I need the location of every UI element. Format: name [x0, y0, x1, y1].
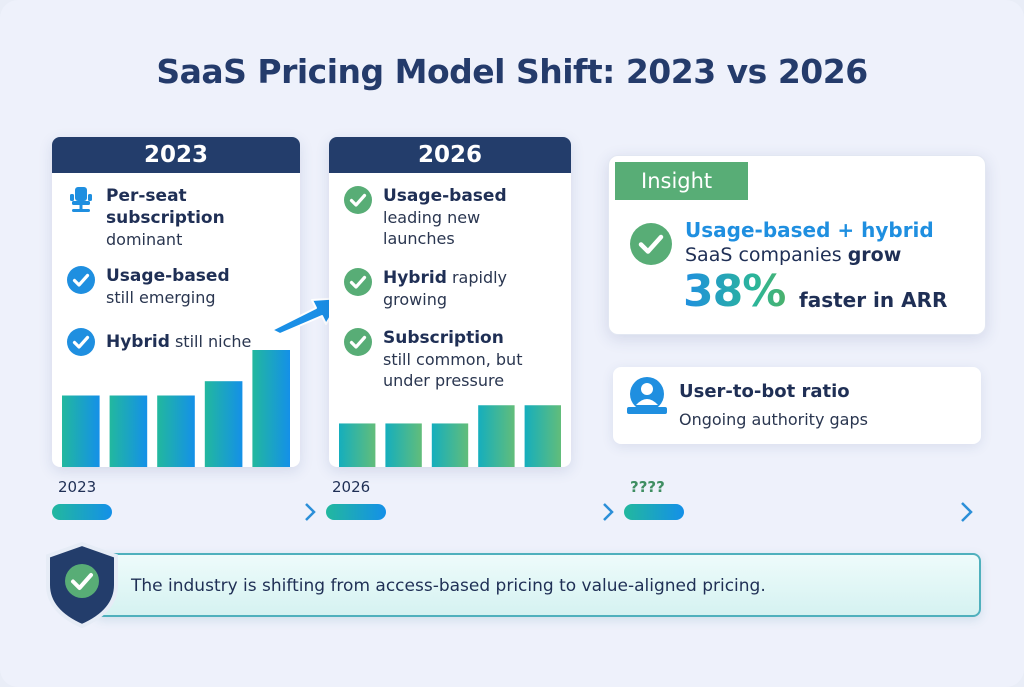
- check-circle-icon: [630, 223, 672, 265]
- card-2026-item-usage: Usage-based leading new launches: [343, 185, 533, 249]
- card-2026-item-hybrid: Hybrid rapidly growing: [343, 267, 533, 310]
- trend-2026-bar-2: [385, 423, 422, 467]
- trend-2023-bar-4: [204, 381, 243, 467]
- item-title: Usage-based: [106, 266, 230, 286]
- timeline-arrow-1: [122, 503, 316, 521]
- item-title: Hybrid: [383, 268, 447, 288]
- conclusion-text: The industry is shifting from access-bas…: [131, 576, 766, 596]
- item-subtitle: still common, but under pressure: [383, 350, 523, 390]
- insight-card: Insight Usage-based + hybrid SaaS compan…: [608, 155, 986, 335]
- trend-2026-bar-1: [339, 423, 376, 467]
- card-2023-year: 2023: [52, 137, 300, 173]
- card-2026-bars: [329, 402, 571, 467]
- card-2023-item-usage: Usage-based still emerging: [66, 265, 230, 308]
- item-title: Hybrid: [106, 332, 170, 352]
- card-2026-year: 2026: [329, 137, 571, 173]
- timeline-node-future: [624, 504, 684, 520]
- insight-line3: faster in ARR: [799, 288, 948, 312]
- shield-check-icon: [46, 541, 118, 629]
- item-subtitle: still niche: [174, 332, 252, 351]
- check-circle-icon: [344, 268, 372, 296]
- insight-line2: SaaS companies grow: [685, 244, 901, 266]
- check-circle-icon: [67, 328, 95, 356]
- insight-line2-prefix: SaaS companies: [685, 244, 848, 266]
- card-2026-item-subscription: Subscription still common, but under pre…: [343, 327, 553, 391]
- timeline-label-2026: 2026: [332, 478, 371, 496]
- user-computer-icon: [627, 377, 667, 414]
- item-title: Usage-based: [383, 186, 507, 206]
- trend-2026-bar-4: [478, 405, 515, 467]
- user-to-bot-card: User-to-bot ratio Ongoing authority gaps: [613, 367, 981, 444]
- timeline-label-2023: 2023: [58, 478, 97, 496]
- check-circle-icon: [344, 186, 372, 214]
- ratio-subtitle: Ongoing authority gaps: [679, 410, 868, 429]
- insight-line2-bold: grow: [847, 244, 902, 266]
- page-title: SaaS Pricing Model Shift: 2023 vs 2026: [156, 52, 868, 91]
- timeline-arrow-3: [694, 502, 973, 522]
- trend-2026-bar-5: [524, 405, 561, 467]
- trend-2023-bar-5: [252, 350, 290, 467]
- trend-2023-bar-1: [62, 395, 100, 467]
- item-title: Per-seat subscription: [106, 186, 225, 228]
- item-subtitle: dominant: [106, 230, 183, 249]
- card-2023-item-hybrid: Hybrid still niche: [66, 327, 251, 357]
- check-circle-icon: [67, 266, 95, 294]
- card-2023-bars: [52, 337, 300, 467]
- conclusion-banner: The industry is shifting from access-bas…: [95, 553, 981, 617]
- timeline-arrow-2: [396, 503, 614, 521]
- trend-2023-bar-3: [157, 395, 195, 467]
- insight-tag: Insight: [615, 162, 748, 200]
- timeline-label-future: ????: [630, 478, 665, 496]
- insight-headline: Usage-based + hybrid: [685, 218, 934, 242]
- item-subtitle: rapidly growing: [383, 268, 508, 309]
- insight-percent: 38%: [683, 266, 786, 317]
- trend-2026-bar-3: [431, 423, 469, 467]
- trend-2023-bar-2: [109, 395, 148, 467]
- ratio-title: User-to-bot ratio: [679, 381, 850, 402]
- timeline-node-2026: [326, 504, 386, 520]
- check-circle-icon: [344, 328, 372, 356]
- timeline: [52, 502, 973, 522]
- card-2026: 2026 Usage-based leading new launches Hy…: [329, 137, 571, 467]
- item-subtitle: still emerging: [106, 288, 216, 307]
- timeline-node-2023: [52, 504, 112, 520]
- item-subtitle: leading new launches: [383, 208, 481, 248]
- office-chair-icon: [70, 187, 92, 212]
- item-title: Subscription: [383, 328, 504, 348]
- card-2023-item-per-seat: Per-seat subscription dominant: [66, 185, 300, 250]
- card-2023: 2023 Per-seat subscription dominant Usag…: [52, 137, 300, 467]
